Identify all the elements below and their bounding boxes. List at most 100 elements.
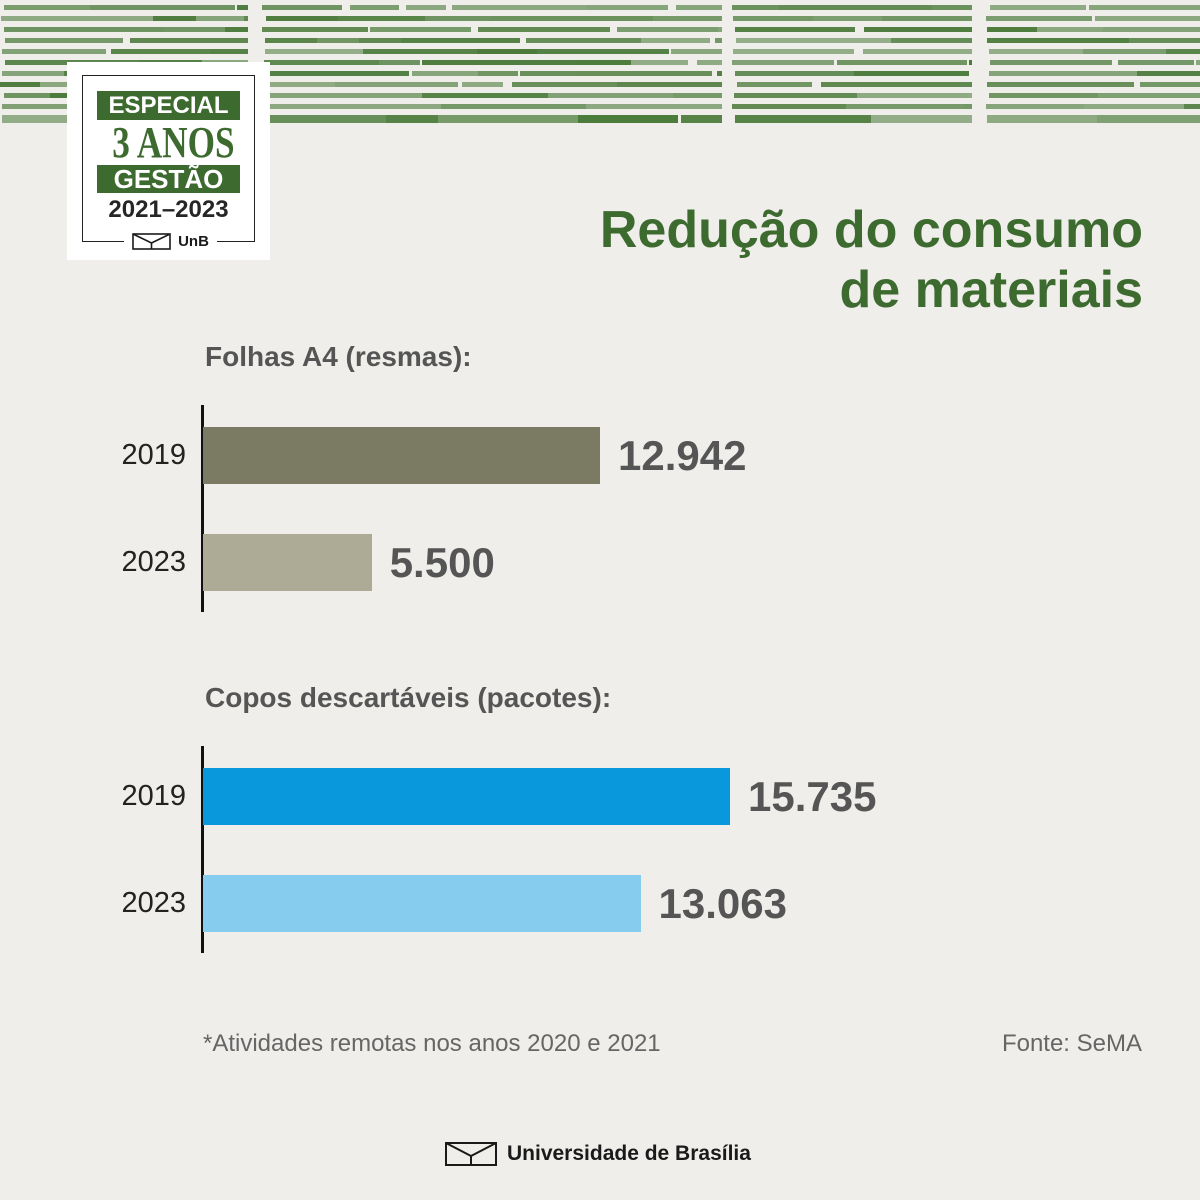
- stripe: [90, 5, 235, 10]
- stripe: [265, 71, 409, 76]
- chart-folhas-a4: Folhas A4 (resmas): 2019 12.942 2023 5.5…: [0, 340, 1200, 620]
- stripe: [617, 27, 718, 32]
- stripe: [263, 82, 335, 87]
- source-note: Fonte: SeMA: [1001, 1030, 1142, 1057]
- y-tick-label-2019: 2019: [121, 780, 186, 812]
- stripe: [266, 16, 338, 21]
- stripe: [412, 71, 478, 76]
- stripe: [673, 93, 722, 98]
- stripe: [477, 49, 537, 54]
- stripe: [386, 115, 438, 123]
- badge-years: 2021–2023: [108, 196, 229, 223]
- stripe: [1137, 71, 1200, 76]
- stripe: [732, 104, 846, 109]
- stripe: [1037, 27, 1103, 32]
- stripe: [737, 82, 812, 87]
- stripe: [210, 49, 248, 54]
- stripe: [715, 38, 722, 43]
- bar-2023: [203, 534, 372, 591]
- stripe: [4, 5, 90, 10]
- stripe: [1089, 5, 1200, 10]
- badge-especial-3-anos: ESPECIAL 3 ANOS GESTÃO 2021–2023 UnB: [67, 62, 270, 260]
- y-axis-line: [201, 405, 204, 612]
- bar-2023: [203, 875, 641, 932]
- stripe: [512, 82, 617, 87]
- stripe: [697, 60, 722, 65]
- stripe: [641, 38, 710, 43]
- stripe: [196, 16, 244, 21]
- stripe: [262, 27, 368, 32]
- stripe: [244, 16, 248, 21]
- stripe: [130, 38, 248, 43]
- footer-logo: Universidade de Brasília: [445, 1141, 751, 1167]
- stripe: [265, 38, 317, 43]
- stripe: [718, 27, 722, 32]
- stripe: [359, 38, 401, 43]
- stripe: [422, 93, 548, 98]
- stripe: [425, 16, 490, 21]
- stripe: [1084, 104, 1184, 109]
- stripe: [1097, 115, 1200, 123]
- stripe: [681, 115, 722, 123]
- stripe: [989, 49, 1083, 54]
- stripe: [2, 71, 64, 76]
- stripe: [370, 27, 471, 32]
- stripe: [779, 5, 932, 10]
- stripe: [863, 49, 972, 54]
- stripe: [990, 60, 1112, 65]
- stripe: [1098, 93, 1200, 98]
- page-title-line2: de materiais: [839, 261, 1144, 319]
- stripe: [1, 16, 153, 21]
- stripe: [401, 38, 520, 43]
- value-label-2019: 12.942: [618, 432, 747, 479]
- stripe: [1095, 16, 1200, 21]
- stripe: [586, 5, 668, 10]
- unb-logo-icon: [132, 232, 171, 250]
- stripe: [735, 115, 871, 123]
- stripe: [986, 16, 1092, 21]
- stripe: [5, 38, 123, 43]
- badge-label-3-anos: 3 ANOS: [97, 118, 240, 167]
- stripe: [338, 16, 425, 21]
- stripe: [462, 82, 503, 87]
- y-tick-label-2023: 2023: [121, 546, 186, 578]
- stripe: [864, 27, 972, 32]
- stripe: [837, 60, 967, 65]
- stripe: [735, 71, 854, 76]
- stripe: [406, 5, 446, 10]
- stripe: [617, 82, 722, 87]
- stripe: [733, 49, 854, 54]
- stripe: [4, 93, 50, 98]
- stripe: [969, 60, 972, 65]
- stripe: [989, 93, 1098, 98]
- stripe: [153, 16, 196, 21]
- value-label-2023: 5.500: [389, 539, 495, 586]
- stripe: [1166, 49, 1200, 54]
- stripe: [987, 115, 1097, 123]
- badge-label-gestao: GESTÃO: [97, 165, 240, 194]
- stripe: [225, 27, 248, 32]
- stripe: [1118, 60, 1194, 65]
- y-tick-label-2023: 2023: [121, 887, 186, 919]
- stripe: [438, 115, 578, 123]
- badge-logo: UnB: [124, 231, 217, 251]
- stripe: [732, 5, 779, 10]
- stripe: [262, 5, 342, 10]
- value-label-2023: 13.063: [658, 880, 787, 927]
- stripe: [578, 115, 678, 123]
- stripe: [813, 16, 882, 21]
- stripe: [548, 93, 673, 98]
- bar-2019: [203, 768, 730, 825]
- stripe: [526, 38, 641, 43]
- stripe: [854, 71, 969, 76]
- unb-logo-icon: [445, 1142, 497, 1166]
- chart-title: Copos descartáveis (pacotes):: [205, 682, 612, 713]
- footer-institution: Universidade de Brasília: [507, 1142, 751, 1165]
- stripe: [871, 115, 972, 123]
- badge-label-3-anos-text: 3 ANOS: [112, 118, 235, 167]
- stripe: [1129, 38, 1200, 43]
- stripe: [317, 38, 359, 43]
- stripe: [1140, 82, 1200, 87]
- stripe: [882, 16, 972, 21]
